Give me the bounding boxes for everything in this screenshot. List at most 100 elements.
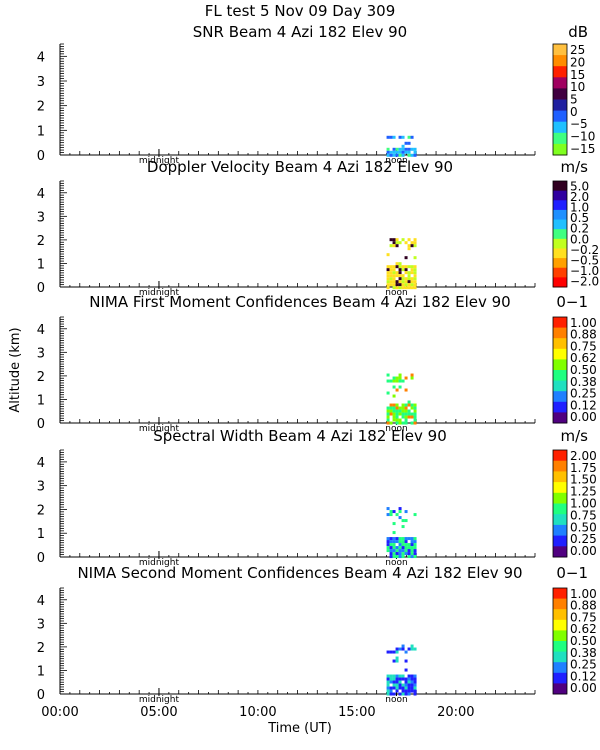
data-cell: [389, 549, 393, 553]
data-cell: [392, 412, 396, 416]
data-cell: [404, 546, 408, 550]
data-cell: [392, 650, 396, 654]
data-cell: [389, 650, 393, 654]
colorbar-segment: [553, 238, 567, 249]
data-cell: [404, 277, 408, 281]
colorbar-label: 10: [570, 80, 585, 94]
colorbar-label: 0.50: [570, 520, 597, 534]
y-tick-label: 4: [37, 456, 45, 471]
colorbar-label: 0.62: [570, 622, 597, 636]
data-cell: [392, 268, 396, 272]
data-cell: [407, 400, 411, 404]
data-cell: [389, 680, 393, 684]
data-cell: [386, 277, 390, 281]
data-cell: [395, 283, 399, 287]
colorbar-label: 1.00: [570, 316, 597, 330]
data-cell: [392, 385, 396, 389]
data-cell: [386, 540, 390, 544]
data-cell: [404, 650, 408, 654]
data-cell: [398, 549, 402, 553]
data-cell: [398, 147, 402, 151]
data-cell: [392, 522, 396, 526]
data-cell: [392, 549, 396, 553]
data-cell: [407, 277, 411, 281]
colorbar-unit: 0−1: [556, 564, 588, 582]
colorbar-label: 0.2: [570, 222, 589, 236]
data-cell: [401, 268, 405, 272]
data-cell: [398, 674, 402, 678]
data-cell: [395, 415, 399, 419]
data-cell: [401, 150, 405, 154]
data-cell: [413, 153, 417, 157]
data-cell: [392, 283, 396, 287]
data-cell: [413, 546, 417, 550]
data-cell: [386, 549, 390, 553]
data-cell: [395, 271, 399, 275]
data-cell: [413, 244, 417, 248]
colorbar-label: −2.0: [570, 275, 599, 289]
data-cell: [404, 241, 408, 245]
data-cell: [404, 552, 408, 556]
data-cell: [392, 692, 396, 696]
data-cell: [386, 150, 390, 154]
data-cell: [404, 421, 408, 425]
data-cell: [389, 552, 393, 556]
data-cell: [401, 677, 405, 681]
y-tick-label: 2: [37, 234, 45, 249]
data-cell: [392, 409, 396, 413]
data-cell: [398, 507, 402, 511]
colorbar-label: 5: [570, 93, 578, 107]
colorbar-label: 5.0: [570, 179, 589, 193]
y-tick-label: 1: [37, 393, 45, 408]
data-cell: [404, 147, 408, 151]
panel-3: NIMA First Moment Confidences Beam 4 Azi…: [37, 293, 597, 434]
data-cell: [407, 555, 411, 559]
data-cell: [392, 552, 396, 556]
data-cell: [410, 286, 414, 290]
data-cell: [410, 406, 414, 410]
data-cell: [389, 277, 393, 281]
data-cell: [395, 265, 399, 269]
colorbar-label: 25: [570, 43, 585, 57]
data-cell: [404, 406, 408, 410]
y-tick-label: 2: [37, 100, 45, 115]
colorbar-segment: [553, 482, 567, 494]
data-cell: [410, 147, 414, 151]
data-region: [386, 507, 417, 559]
y-tick-label: 0: [37, 149, 45, 164]
y-tick-label: 3: [37, 346, 45, 361]
data-cell: [404, 677, 408, 681]
y-tick-label: 4: [37, 50, 45, 65]
data-cell: [398, 677, 402, 681]
colorbar-segment: [553, 219, 567, 230]
midnight-label: midnight: [139, 156, 180, 166]
data-cell: [395, 552, 399, 556]
data-cell: [401, 406, 405, 410]
data-cell: [398, 274, 402, 278]
data-cell: [389, 238, 393, 242]
data-cell: [410, 277, 414, 281]
colorbar-segment: [553, 662, 567, 674]
data-cell: [389, 421, 393, 425]
panel-title: NIMA First Moment Confidences Beam 4 Azi…: [89, 293, 510, 311]
colorbar-label: 0.0: [570, 232, 589, 246]
colorbar-segment: [553, 338, 567, 350]
data-cell: [410, 283, 414, 287]
data-cell: [410, 265, 414, 269]
data-region: [386, 373, 417, 425]
data-cell: [404, 659, 408, 663]
data-cell: [410, 244, 414, 248]
data-cell: [386, 415, 390, 419]
data-cell: [407, 415, 411, 419]
data-cell: [413, 686, 417, 690]
data-cell: [386, 513, 390, 517]
data-cell: [395, 262, 399, 266]
data-cell: [398, 647, 402, 651]
midnight-label: midnight: [139, 695, 180, 705]
data-cell: [389, 280, 393, 284]
colorbar-segment: [553, 391, 567, 403]
data-cell: [413, 271, 417, 275]
colorbar-label: 0.50: [570, 634, 597, 648]
colorbar-label: −15: [570, 142, 595, 156]
data-cell: [401, 674, 405, 678]
